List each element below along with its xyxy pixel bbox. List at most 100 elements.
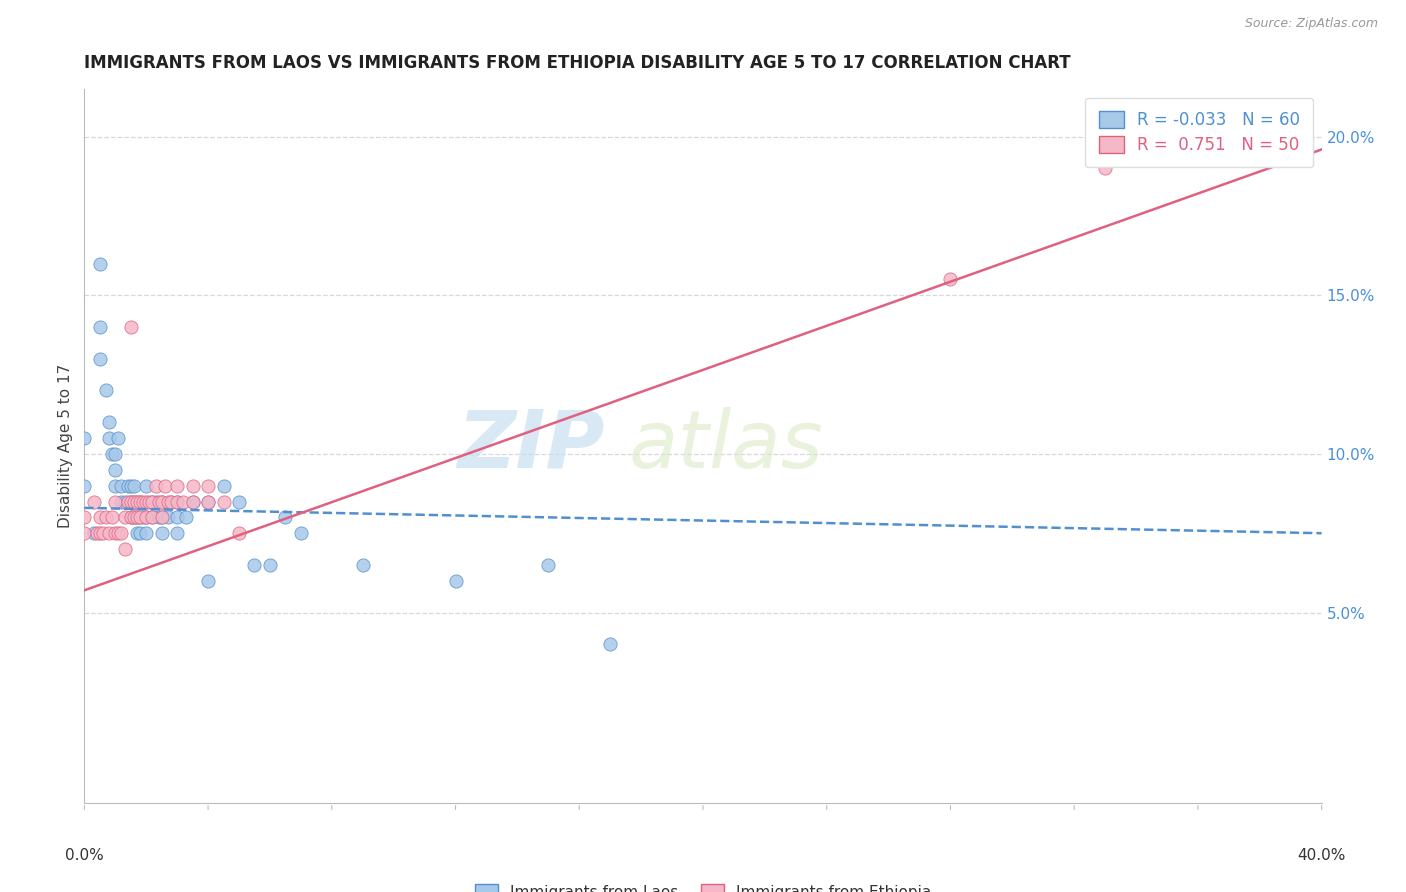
Point (98, 415, 121, 429)
Point (939, 272, 962, 286)
Point (101, 510, 124, 524)
Text: atlas: atlas (628, 407, 824, 485)
Point (138, 494, 160, 508)
Point (89, 351, 111, 366)
Point (141, 494, 163, 508)
Point (83, 494, 105, 508)
Legend: Immigrants from Laos, Immigrants from Ethiopia: Immigrants from Laos, Immigrants from Et… (468, 878, 938, 892)
Point (166, 510, 188, 524)
Point (125, 526, 148, 541)
Point (228, 494, 250, 508)
Point (156, 494, 179, 508)
Point (274, 510, 297, 524)
Point (125, 510, 148, 524)
Text: 0.0%: 0.0% (65, 848, 104, 863)
Point (212, 478, 235, 492)
Point (120, 478, 142, 492)
Point (166, 478, 188, 492)
Point (110, 478, 132, 492)
Point (197, 574, 219, 588)
Point (150, 510, 173, 524)
Point (98, 431, 121, 445)
Point (135, 478, 157, 492)
Point (107, 526, 129, 541)
Y-axis label: Disability Age 5 to 17: Disability Age 5 to 17 (58, 364, 73, 528)
Point (150, 510, 173, 524)
Point (120, 494, 142, 508)
Point (129, 494, 152, 508)
Point (83, 526, 105, 541)
Point (129, 494, 152, 508)
Point (94, 384, 117, 398)
Point (150, 494, 173, 508)
Point (197, 494, 219, 508)
Point (197, 494, 219, 508)
Point (122, 494, 145, 508)
Point (243, 558, 266, 572)
Point (110, 494, 132, 508)
Point (89, 257, 111, 271)
Point (129, 510, 152, 524)
Point (135, 510, 157, 524)
Point (148, 494, 170, 508)
Point (91, 526, 114, 541)
Point (181, 494, 204, 508)
Point (160, 494, 183, 508)
Text: Source: ZipAtlas.com: Source: ZipAtlas.com (1244, 17, 1378, 29)
Point (132, 510, 155, 524)
Point (181, 494, 204, 508)
Point (98, 526, 121, 541)
Point (129, 526, 152, 541)
Point (89, 526, 111, 541)
Point (73, 510, 96, 524)
Point (150, 494, 173, 508)
Point (166, 494, 188, 508)
Point (94, 510, 117, 524)
Point (104, 494, 127, 508)
Point (141, 494, 163, 508)
Point (537, 558, 560, 572)
Point (101, 447, 124, 461)
Point (135, 494, 157, 508)
Point (153, 478, 176, 492)
Point (145, 494, 167, 508)
Point (122, 510, 145, 524)
Point (89, 320, 111, 334)
Point (120, 510, 142, 524)
Point (117, 478, 139, 492)
Point (160, 494, 183, 508)
Point (181, 478, 204, 492)
Point (176, 510, 198, 524)
Point (166, 526, 188, 541)
Point (120, 320, 142, 334)
Point (114, 542, 136, 557)
Point (117, 494, 139, 508)
Point (141, 510, 163, 524)
Point (114, 494, 136, 508)
Point (104, 447, 127, 461)
Point (125, 494, 148, 508)
Text: 40.0%: 40.0% (1298, 848, 1346, 863)
Point (145, 478, 167, 492)
Point (114, 510, 136, 524)
Point (122, 478, 145, 492)
Point (150, 526, 173, 541)
Point (212, 494, 235, 508)
Point (89, 510, 111, 524)
Point (125, 494, 148, 508)
Point (172, 494, 194, 508)
Point (197, 478, 219, 492)
Point (132, 494, 155, 508)
Point (120, 494, 142, 508)
Point (104, 526, 127, 541)
Point (599, 637, 621, 651)
Point (73, 431, 96, 445)
Point (110, 526, 132, 541)
Point (1094, 161, 1116, 176)
Point (444, 574, 467, 588)
Point (290, 526, 312, 541)
Point (122, 510, 145, 524)
Point (156, 510, 179, 524)
Point (122, 494, 145, 508)
Point (135, 526, 157, 541)
